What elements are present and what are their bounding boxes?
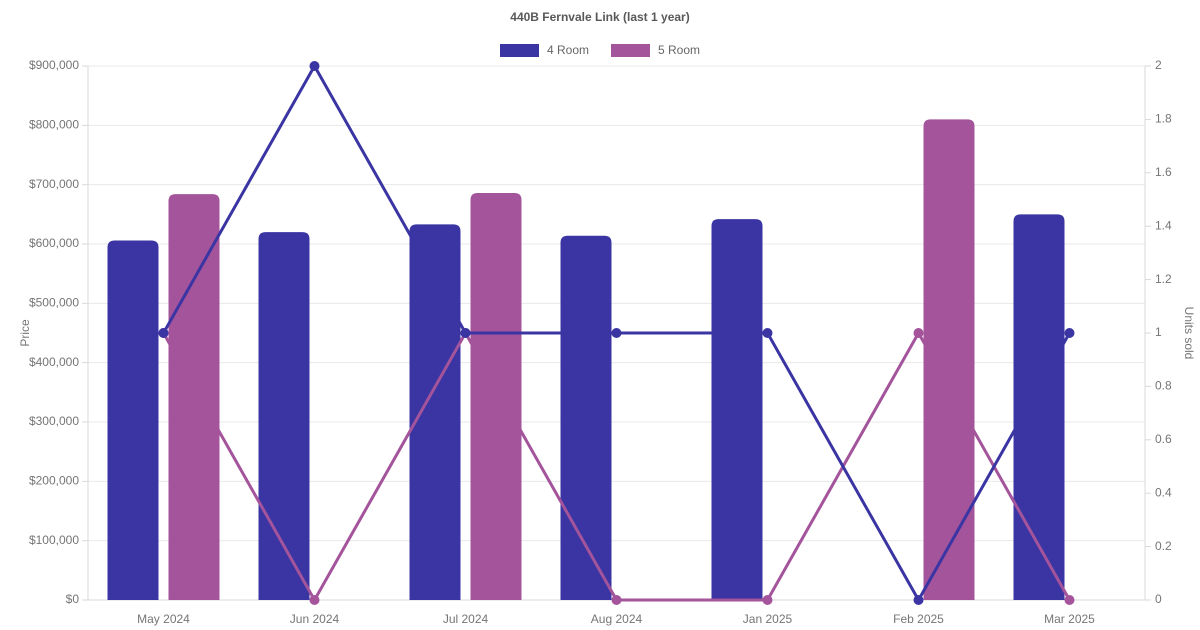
units-tick-label: 1.4 — [1155, 218, 1172, 232]
units-point-5-room-jan-2025[interactable] — [762, 595, 773, 605]
price-tick-label: $200,000 — [29, 474, 79, 488]
units-point-4-room-jul-2024[interactable] — [460, 328, 471, 338]
x-tick-label-jan-2025: Jan 2025 — [743, 612, 793, 626]
price-tick-label: $700,000 — [29, 177, 79, 191]
chart-title: 440B Fernvale Link (last 1 year) — [510, 10, 690, 24]
price-tick-label: $0 — [66, 592, 80, 606]
units-tick-label: 0.4 — [1155, 485, 1172, 499]
price-tick-label: $400,000 — [29, 355, 79, 369]
price-bar-5-room-feb-2025[interactable] — [923, 119, 975, 601]
price-bar-4-room-aug-2024[interactable] — [560, 235, 612, 600]
units-tick-label: 1.8 — [1155, 112, 1172, 126]
units-point-5-room-feb-2025[interactable] — [913, 328, 924, 338]
legend-item-5-room[interactable]: 5 Room — [611, 43, 700, 57]
price-tick-label: $500,000 — [29, 296, 79, 310]
units-point-5-room-aug-2024[interactable] — [611, 595, 622, 605]
price-bar-4-room-jul-2024[interactable] — [409, 224, 461, 601]
x-tick-label-feb-2025: Feb 2025 — [893, 612, 944, 626]
legend-swatch-4-room-icon — [499, 43, 539, 57]
price-tick-label: $300,000 — [29, 414, 79, 428]
units-tick-label: 1.6 — [1155, 165, 1172, 179]
legend-label-5-room: 5 Room — [658, 43, 701, 57]
x-tick-label-mar-2025: Mar 2025 — [1044, 612, 1095, 626]
legend-label-4-room: 4 Room — [546, 43, 589, 57]
units-tick-label: 0 — [1155, 592, 1162, 606]
units-point-5-room-mar-2025[interactable] — [1064, 595, 1075, 605]
legend-item-4-room[interactable]: 4 Room — [499, 43, 589, 57]
units-point-4-room-jan-2025[interactable] — [762, 328, 773, 338]
legend: 4 Room 5 Room — [0, 43, 1200, 57]
units-point-4-room-mar-2025[interactable] — [1064, 328, 1075, 338]
price-bar-5-room-may-2024[interactable] — [168, 194, 220, 600]
units-tick-label: 2 — [1155, 58, 1162, 72]
x-tick-label-jul-2024: Jul 2024 — [443, 612, 489, 626]
x-tick-label-jun-2024: Jun 2024 — [290, 612, 340, 626]
legend-swatch-5-room-icon — [611, 43, 650, 57]
price-bar-4-room-jan-2025[interactable] — [711, 219, 763, 600]
units-tick-label: 1.2 — [1155, 272, 1172, 286]
units-point-4-room-may-2024[interactable] — [158, 328, 169, 338]
price-tick-label: $800,000 — [29, 118, 79, 132]
units-tick-label: 0.2 — [1155, 539, 1172, 553]
x-tick-label-may-2024: May 2024 — [137, 612, 190, 626]
price-bar-5-room-jul-2024[interactable] — [470, 192, 522, 600]
price-tick-label: $100,000 — [29, 533, 79, 547]
units-tick-label: 0.8 — [1155, 379, 1172, 393]
price-bar-4-room-may-2024[interactable] — [107, 240, 159, 600]
units-tick-label: 1 — [1155, 325, 1162, 339]
units-tick-label: 0.6 — [1155, 432, 1172, 446]
units-point-4-room-feb-2025[interactable] — [913, 595, 924, 605]
x-tick-label-aug-2024: Aug 2024 — [591, 612, 643, 626]
units-point-5-room-jun-2024[interactable] — [309, 595, 320, 605]
price-tick-label: $600,000 — [29, 236, 79, 250]
units-point-4-room-jun-2024[interactable] — [309, 61, 320, 71]
price-bar-4-room-jun-2024[interactable] — [258, 232, 310, 600]
price-bar-4-room-mar-2025[interactable] — [1013, 214, 1065, 601]
units-point-4-room-aug-2024[interactable] — [611, 328, 622, 338]
price-tick-label: $900,000 — [29, 58, 79, 72]
